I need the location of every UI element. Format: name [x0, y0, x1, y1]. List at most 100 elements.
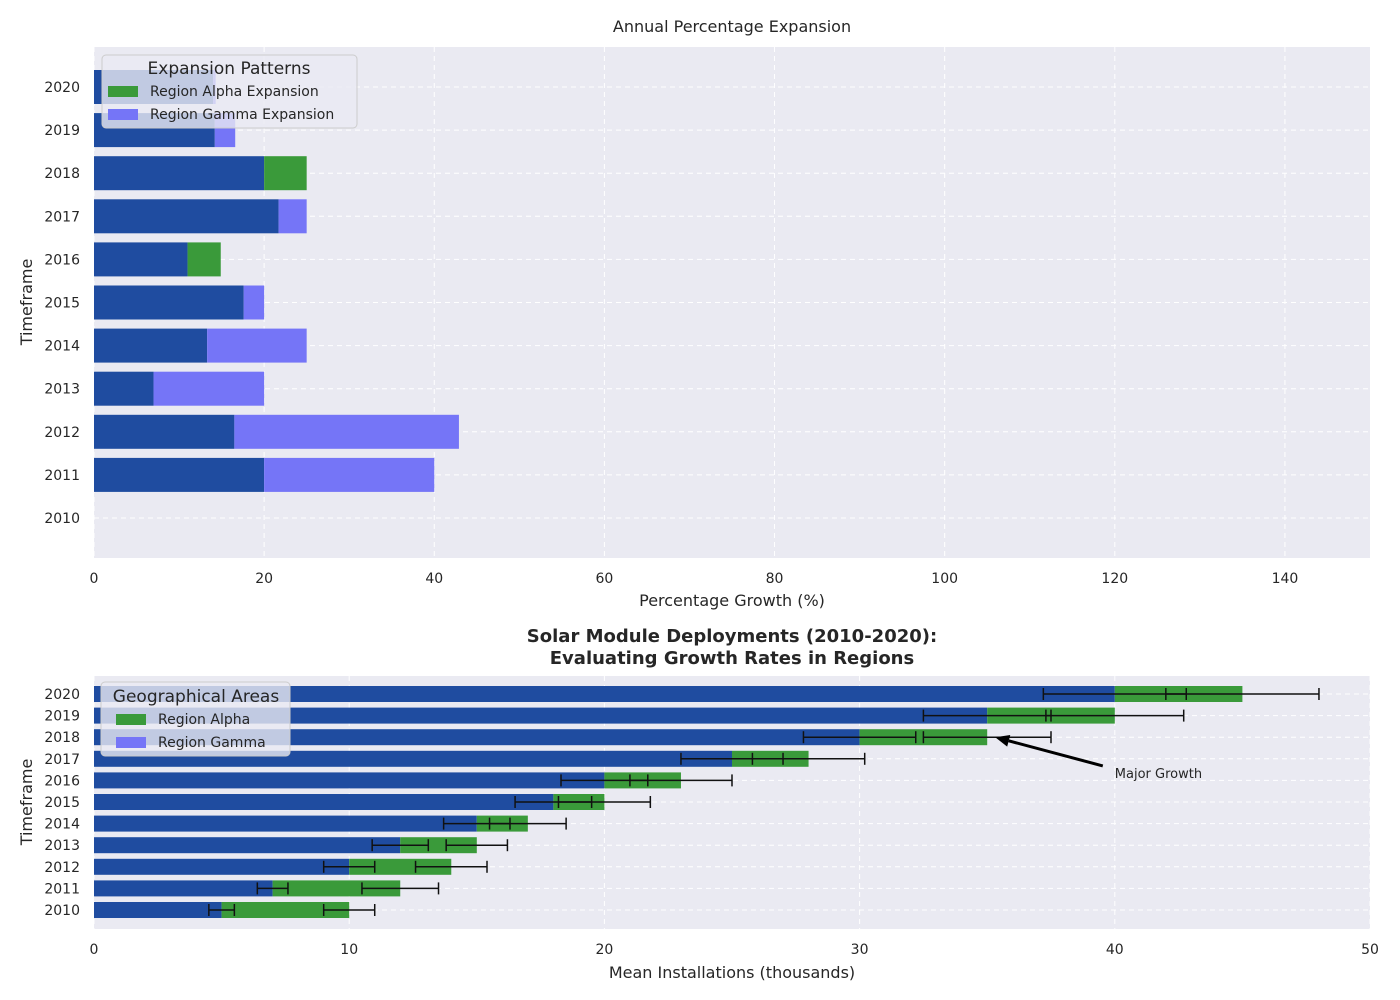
- top-x-axis-label: Percentage Growth (%): [639, 591, 825, 610]
- top-legend-label-gamma: Region Gamma Expansion: [150, 107, 334, 123]
- bar-series-2-2011: [264, 457, 435, 492]
- error-bar-series-1-2018: [922, 731, 1052, 744]
- top-y-axis-label: Timeframe: [17, 259, 36, 347]
- x-tick-label: 30: [851, 942, 869, 958]
- y-tick-label: 2013: [44, 382, 80, 398]
- error-bar-series-1-2013: [445, 839, 509, 852]
- annotation: Major Growth: [995, 735, 1202, 782]
- y-tick-label: 2010: [44, 903, 80, 919]
- bar-series-0-2011: [94, 880, 273, 897]
- bar-series-0-2017: [94, 199, 279, 234]
- bar-series-2-2012: [234, 414, 459, 449]
- bar-series-1-2013: [400, 837, 477, 854]
- bar-series-1-2016: [187, 242, 221, 277]
- x-tick-label: 60: [595, 571, 613, 587]
- y-tick-label: 2011: [44, 468, 80, 484]
- top-x-ticks: 0 20 40 60 80 100 120 140: [90, 571, 1299, 587]
- y-tick-label: 2017: [44, 209, 80, 225]
- x-tick-label: 140: [1272, 571, 1299, 587]
- error-bar-series-1-2020: [1165, 688, 1320, 700]
- y-tick-label: 2014: [44, 339, 80, 355]
- error-bar-series-1-2011: [361, 882, 440, 895]
- bottom-legend-label-gamma: Region Gamma: [158, 735, 266, 751]
- error-bar-series-0-2013: [371, 839, 430, 852]
- bar-series-2-2017: [278, 199, 307, 234]
- bottom-legend: Geographical Areas Region Alpha Region G…: [100, 681, 291, 757]
- x-tick-label: 20: [595, 942, 613, 958]
- y-tick-label: 2017: [44, 752, 80, 768]
- top-chart-title: Annual Percentage Expansion: [613, 17, 851, 36]
- bar-series-1-2018: [264, 156, 307, 191]
- annotation-arrow-head: [995, 735, 1011, 747]
- bar-series-1-2010: [221, 902, 350, 918]
- error-bar-series-1-2017: [751, 752, 866, 765]
- top-legend-swatch-gamma: [108, 109, 138, 120]
- bottom-chart-title-line-2: Evaluating Growth Rates in Regions: [550, 648, 914, 669]
- bar-series-0-2012: [94, 414, 235, 449]
- error-bar-series-0-2010: [208, 904, 236, 916]
- annotation-arrow-line: [1008, 739, 1104, 768]
- top-grid: [93, 47, 1370, 558]
- annotation-text: Major Growth: [1115, 767, 1202, 782]
- x-tick-label: 10: [340, 942, 358, 958]
- top-y-ticks: 2010 2011 2012 2013 2014 2015 2016 2017 2018 2019…: [44, 80, 80, 527]
- error-bar-series-1-2010: [322, 904, 376, 916]
- x-tick-label: 20: [255, 571, 273, 587]
- bottom-legend-label-alpha: Region Alpha: [158, 712, 250, 728]
- bottom-x-axis-label: Mean Installations (thousands): [609, 963, 855, 982]
- bar-series-0-2019: [94, 707, 988, 724]
- bar-series-0-2012: [94, 858, 350, 875]
- error-bar-series-1-2016: [629, 774, 733, 787]
- bar-series-0-2014: [94, 815, 477, 832]
- y-tick-label: 2018: [44, 730, 80, 746]
- x-tick-label: 50: [1361, 942, 1379, 958]
- bar-series-0-2020: [94, 686, 1115, 702]
- bar-series-2-2013: [153, 371, 265, 406]
- y-tick-label: 2012: [44, 425, 80, 441]
- y-tick-label: 2014: [44, 817, 80, 833]
- bar-series-0-2013: [94, 837, 401, 854]
- bar-series-0-2011: [94, 457, 265, 492]
- bar-series-0-2016: [94, 772, 605, 789]
- y-tick-label: 2016: [44, 773, 80, 789]
- y-tick-label: 2011: [44, 881, 80, 897]
- bar-series-0-2014: [94, 328, 208, 363]
- error-bar-series-1-2014: [488, 817, 567, 830]
- x-tick-label: 40: [1106, 942, 1124, 958]
- bar-series-2-2015: [243, 285, 265, 320]
- top-legend-box: [101, 54, 358, 129]
- x-tick-label: 100: [931, 571, 958, 587]
- bottom-chart-title-line-1: Solar Module Deployments (2010-2020):: [527, 626, 937, 647]
- error-bar-series-1-2019: [1045, 709, 1185, 722]
- y-tick-label: 2019: [44, 123, 80, 139]
- y-tick-label: 2020: [44, 687, 80, 703]
- error-bar-series-0-2012: [322, 860, 376, 873]
- bottom-error-bars: [208, 688, 1320, 916]
- top-legend-label-alpha: Region Alpha Expansion: [150, 84, 319, 100]
- y-tick-label: 2016: [44, 252, 80, 268]
- bar-series-2-2014: [207, 328, 307, 363]
- x-tick-label: 120: [1101, 571, 1128, 587]
- y-tick-label: 2010: [44, 511, 80, 527]
- y-tick-label: 2019: [44, 709, 80, 725]
- y-tick-label: 2012: [44, 860, 80, 876]
- bottom-legend-swatch-alpha: [116, 714, 146, 725]
- x-tick-label: 40: [425, 571, 443, 587]
- bar-series-1-2011: [272, 880, 401, 897]
- bottom-y-ticks: 2010 2011 2012 2013 2014 2015 2016 2017 2018 2019…: [44, 687, 80, 919]
- bottom-legend-box: [100, 681, 291, 757]
- error-bar-series-0-2018: [802, 731, 917, 744]
- top-legend-swatch-alpha: [108, 86, 138, 97]
- y-tick-label: 2015: [44, 795, 80, 811]
- y-tick-label: 2013: [44, 838, 80, 854]
- top-legend: Expansion Patterns Region Alpha Expansio…: [101, 54, 358, 129]
- bar-series-0-2015: [94, 794, 554, 810]
- error-bar-series-1-2012: [414, 860, 488, 873]
- bottom-legend-title: Geographical Areas: [113, 687, 280, 707]
- x-tick-label: 0: [90, 942, 99, 958]
- error-bar-series-1-2015: [557, 796, 652, 808]
- bar-series-0-2018: [94, 156, 265, 191]
- bar-series-0-2013: [94, 371, 154, 406]
- y-tick-label: 2020: [44, 80, 80, 96]
